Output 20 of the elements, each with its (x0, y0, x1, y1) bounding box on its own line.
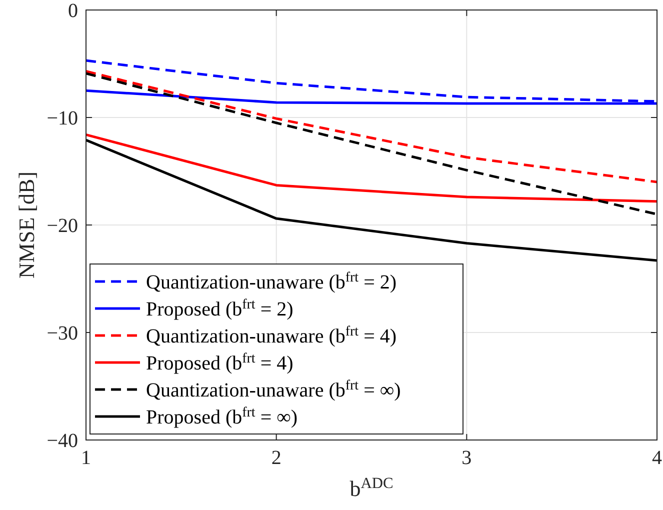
line-series (84, 70, 658, 184)
x-tick-label: 4 (652, 447, 662, 469)
y-tick-label: 0 (68, 0, 78, 22)
y-tick-label: −20 (46, 215, 78, 237)
legend-label: Quantization-unaware (b$^{frt}$ = ∞) (146, 378, 401, 402)
y-tick-label: −30 (46, 322, 78, 344)
legend-label: Quantization-unaware (b$^{frt}$ = 4) (146, 324, 397, 348)
x-axis-title: b$^{ADC}$ (350, 474, 394, 501)
legend-label: Proposed (b$^{frt}$ = ∞) (146, 405, 298, 428)
line-series (84, 138, 658, 262)
y-tick-label: −10 (46, 108, 78, 130)
y-tick-label: −40 (46, 430, 78, 452)
legend-label: Quantization-unaware (b$^{frt}$ = 2) (146, 270, 397, 294)
x-tick-label: 1 (81, 447, 91, 469)
legend-label: Proposed (b$^{frt}$ = 2) (146, 297, 294, 320)
legend-label: Proposed (b$^{frt}$ = 4) (146, 351, 294, 374)
y-axis-title: NMSE [dB] (14, 172, 39, 278)
x-tick-label: 2 (271, 447, 282, 469)
x-tick-label: 3 (462, 447, 472, 469)
line-series (84, 133, 658, 203)
